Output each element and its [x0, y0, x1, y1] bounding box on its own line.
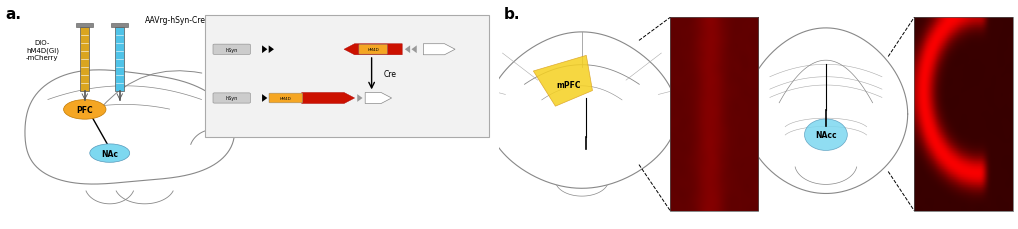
Text: NAc: NAc: [101, 149, 118, 158]
Bar: [115, 27, 124, 92]
FancyBboxPatch shape: [213, 45, 250, 55]
Text: hSyn: hSyn: [226, 96, 238, 101]
FancyArrow shape: [365, 93, 392, 104]
Ellipse shape: [804, 120, 847, 151]
Text: mPFC: mPFC: [557, 80, 581, 89]
Bar: [111, 24, 128, 27]
Bar: [914, 18, 1013, 211]
Text: a.: a.: [5, 7, 21, 22]
FancyArrow shape: [344, 44, 402, 55]
FancyBboxPatch shape: [205, 16, 489, 137]
Ellipse shape: [90, 144, 129, 163]
Text: hM4D: hM4D: [280, 97, 292, 101]
Polygon shape: [262, 46, 268, 54]
Polygon shape: [533, 56, 592, 107]
Text: b.: b.: [504, 7, 520, 22]
FancyBboxPatch shape: [269, 94, 302, 104]
Text: AAVrg-hSyn-Cre: AAVrg-hSyn-Cre: [145, 16, 206, 25]
FancyArrow shape: [301, 93, 354, 104]
FancyBboxPatch shape: [213, 93, 250, 104]
Text: hM4D: hM4D: [367, 48, 379, 52]
FancyArrow shape: [423, 44, 455, 55]
Text: NAcc: NAcc: [815, 131, 837, 140]
Polygon shape: [405, 46, 410, 54]
Polygon shape: [411, 46, 416, 54]
Polygon shape: [269, 46, 274, 54]
Bar: [80, 27, 90, 92]
FancyBboxPatch shape: [359, 45, 387, 55]
Ellipse shape: [63, 100, 106, 120]
Bar: [670, 18, 758, 211]
Text: Cre: Cre: [384, 70, 397, 79]
Polygon shape: [262, 95, 268, 102]
Polygon shape: [357, 95, 362, 102]
Text: DIO-
hM4D(Gi)
-mCherry: DIO- hM4D(Gi) -mCherry: [25, 40, 59, 61]
Text: hSyn: hSyn: [226, 48, 238, 52]
Text: PFC: PFC: [76, 105, 93, 114]
Bar: [76, 24, 94, 27]
